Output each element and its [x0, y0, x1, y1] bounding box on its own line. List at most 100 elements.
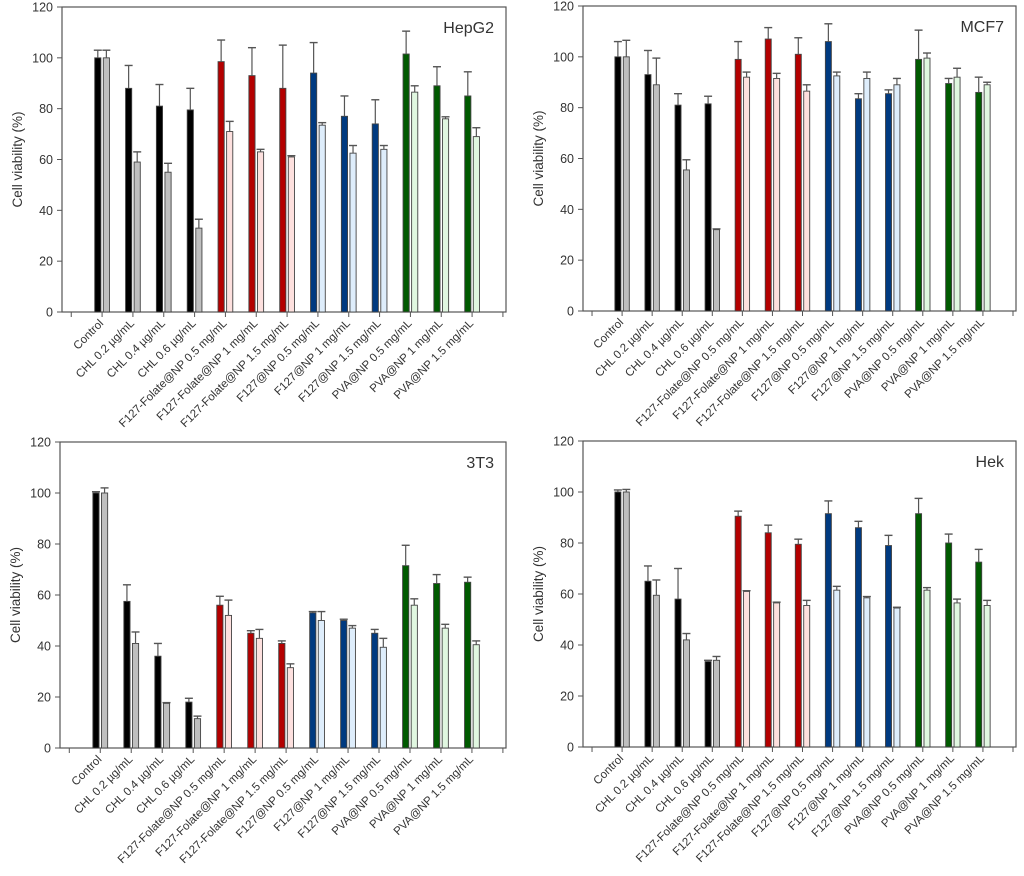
y-tick-label: 40	[560, 639, 574, 653]
bar-dark-chl-0-6-g-ml	[704, 661, 712, 748]
bar-light-f127-folate-np-1-mg-ml	[773, 77, 781, 312]
bar-chart-mcf7: 0 20 40 60 80 100 120 Cell viability (%) MCF7 Con…	[531, 0, 1017, 429]
bar-dark-chl-0-6-g-ml	[185, 701, 193, 749]
bar-light-chl-0-2-g-ml	[652, 594, 660, 748]
bar-dark-pva-np-0-5-mg-ml	[915, 58, 923, 312]
bar-dark-pva-np-0-5-mg-ml	[402, 53, 410, 313]
bar-chart-hek: 0 20 40 60 80 100 120 Cell viability (%) Hek Cont…	[531, 435, 1017, 865]
bar-light-chl-0-2-g-ml	[133, 161, 141, 313]
bar-light-f127-np-1-5-mg-ml	[893, 607, 901, 748]
bar-dark-chl-0-4-g-ml	[674, 598, 682, 748]
y-axis-label: Cell viability (%)	[531, 110, 546, 206]
y-axis-label: Cell viability (%)	[531, 546, 546, 642]
bars	[613, 488, 992, 748]
bar-light-f127-np-0-5-mg-ml	[317, 620, 325, 749]
bar-dark-pva-np-1-mg-ml	[433, 583, 441, 749]
bar-dark-chl-0-4-g-ml	[674, 104, 682, 312]
bar-light-pva-np-0-5-mg-ml	[410, 604, 418, 749]
y-tick-label: 20	[560, 254, 574, 268]
bar-group-pva-np-0-5-mg-ml	[401, 544, 419, 749]
bar-dark-chl-0-4-g-ml	[154, 655, 162, 749]
bar-dark-f127-np-1-5-mg-ml	[885, 93, 892, 312]
bar-dark-f127-np-1-mg-ml	[854, 527, 862, 748]
bar-light-chl-0-2-g-ml	[652, 84, 660, 312]
bar-dark-f127-folate-np-0-5-mg-ml	[217, 61, 225, 313]
bar-group-control	[613, 488, 631, 748]
bar-light-pva-np-0-5-mg-ml	[411, 91, 419, 313]
bar-group-chl-0-6-g-ml	[186, 87, 203, 313]
bar-dark-chl-0-6-g-ml	[186, 109, 194, 313]
bar-group-chl-0-2-g-ml	[122, 584, 140, 749]
bar-light-pva-np-0-5-mg-ml	[923, 589, 931, 748]
bar-dark-f127-np-1-mg-ml	[340, 620, 348, 749]
bar-group-pva-np-0-5-mg-ml	[914, 497, 931, 748]
bar-group-f127-np-1-5-mg-ml	[370, 628, 388, 749]
bar-light-pva-np-1-mg-ml	[953, 76, 961, 312]
y-tick-label: 100	[553, 50, 574, 64]
bar-light-chl-0-4-g-ml	[682, 169, 690, 312]
bar-light-chl-0-6-g-ml	[713, 229, 720, 312]
y-tick-label: 80	[37, 538, 51, 552]
bar-group-f127-np-0-5-mg-ml	[824, 500, 841, 748]
bar-light-pva-np-1-mg-ml	[442, 118, 450, 313]
bar-group-pva-np-0-5-mg-ml	[402, 30, 419, 313]
bar-light-pva-np-1-5-mg-ml	[983, 84, 991, 312]
y-tick-label: 80	[560, 101, 574, 115]
bar-light-chl-0-4-g-ml	[682, 639, 690, 748]
y-tick-label: 80	[39, 102, 53, 116]
y-tick-label: 120	[32, 1, 53, 15]
bar-light-pva-np-1-5-mg-ml	[472, 136, 480, 313]
bar-group-chl-0-2-g-ml	[643, 49, 661, 312]
bar-group-f127-folate-np-0-5-mg-ml	[217, 39, 234, 313]
bar-group-pva-np-1-mg-ml	[944, 533, 962, 748]
bar-group-f127-np-0-5-mg-ml	[309, 41, 327, 313]
bar-light-f127-np-1-mg-ml	[863, 77, 871, 312]
bar-group-pva-np-1-mg-ml	[432, 573, 450, 749]
bar-light-chl-0-4-g-ml	[162, 702, 171, 749]
bar-group-chl-0-2-g-ml	[124, 64, 142, 313]
bar-chart-3t3: 0 20 40 60 80 100 120 Cell viability (%) 3T3 Cont…	[8, 436, 507, 866]
bar-group-pva-np-1-mg-ml	[944, 67, 962, 312]
bar-light-chl-0-6-g-ml	[195, 227, 203, 313]
bar-light-f127-folate-np-1-5-mg-ml	[803, 90, 811, 312]
bar-dark-control	[614, 491, 622, 748]
y-tick-label: 60	[560, 152, 574, 166]
bar-light-control	[101, 492, 109, 749]
bar-dark-f127-folate-np-1-5-mg-ml	[794, 543, 802, 748]
bar-group-f127-np-1-mg-ml	[854, 71, 871, 312]
bar-dark-pva-np-1-5-mg-ml	[464, 95, 472, 313]
bar-dark-f127-folate-np-1-mg-ml	[764, 532, 772, 748]
bars	[93, 30, 481, 313]
bar-group-f127-np-1-mg-ml	[854, 520, 871, 748]
bar-group-f127-folate-np-1-5-mg-ml	[794, 37, 811, 312]
y-tick-label: 40	[39, 204, 53, 218]
bar-dark-pva-np-1-5-mg-ml	[975, 561, 983, 748]
bar-light-f127-folate-np-0-5-mg-ml	[226, 131, 234, 313]
y-axis: 0 20 40 60 80 100 120	[553, 435, 583, 755]
bar-group-f127-folate-np-1-5-mg-ml	[277, 640, 295, 749]
bar-light-f127-folate-np-1-mg-ml	[773, 602, 781, 748]
bar-dark-pva-np-1-mg-ml	[945, 83, 953, 312]
chart-panel-mcf7: 0 20 40 60 80 100 120 Cell viability (%) MCF7 Con…	[512, 0, 1024, 436]
bar-dark-pva-np-0-5-mg-ml	[402, 565, 410, 749]
bar-light-f127-np-1-mg-ml	[348, 627, 356, 749]
bars	[91, 487, 481, 749]
bar-group-chl-0-4-g-ml	[674, 92, 691, 312]
y-tick-label: 60	[39, 153, 53, 167]
bar-group-f127-np-1-5-mg-ml	[371, 99, 388, 313]
bar-light-f127-folate-np-0-5-mg-ml	[743, 590, 751, 748]
bar-dark-f127-folate-np-1-5-mg-ml	[279, 87, 287, 313]
bar-group-f127-folate-np-1-mg-ml	[764, 26, 781, 312]
bar-dark-f127-folate-np-1-5-mg-ml	[278, 642, 286, 749]
bar-group-pva-np-1-5-mg-ml	[463, 71, 481, 313]
bar-light-chl-0-2-g-ml	[131, 642, 140, 749]
bar-dark-f127-folate-np-1-mg-ml	[247, 632, 255, 749]
y-tick-label: 60	[37, 589, 51, 603]
bar-group-chl-0-6-g-ml	[184, 697, 202, 749]
bar-dark-f127-np-1-mg-ml	[854, 98, 862, 312]
bar-dark-chl-0-2-g-ml	[644, 580, 652, 748]
bar-light-pva-np-1-mg-ml	[953, 602, 961, 748]
